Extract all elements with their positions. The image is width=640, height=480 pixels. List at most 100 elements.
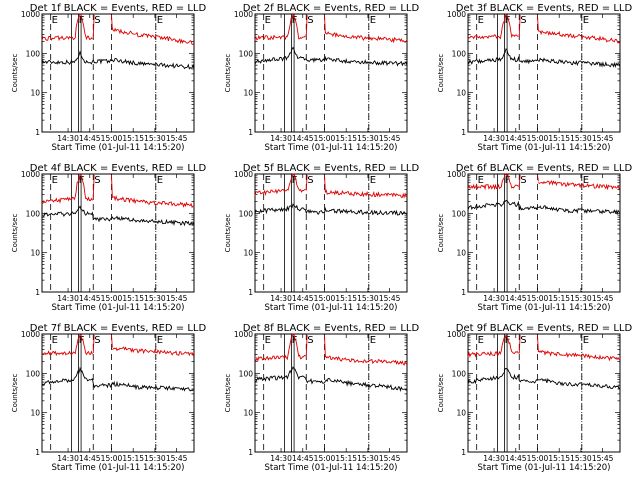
x-tick-label: 14:30 xyxy=(57,294,79,303)
interval-mark: E xyxy=(583,175,589,186)
y-tick-label: 1 xyxy=(461,128,466,137)
y-tick-label: 10 xyxy=(243,249,253,258)
x-axis-label: Start Time (01-Jul-11 14:15:20) xyxy=(52,463,185,473)
y-tick-label: 1000 xyxy=(21,10,40,19)
interval-mark: F xyxy=(79,175,85,186)
x-tick-label: 15:00 xyxy=(314,454,336,463)
lld-flare-fall xyxy=(111,174,113,198)
x-tick-label: 14:30 xyxy=(483,134,505,143)
interval-mark: S xyxy=(520,15,526,26)
y-tick-label: 1 xyxy=(248,128,253,137)
y-tick-label: 10 xyxy=(456,249,466,258)
lld-series-line xyxy=(41,334,195,357)
y-tick-label: 1 xyxy=(35,448,40,457)
x-tick-label: 15:00 xyxy=(314,294,336,303)
x-tick-label: 14:30 xyxy=(270,294,292,303)
x-axis-label: Start Time (01-Jul-11 14:15:20) xyxy=(478,143,611,153)
x-axis-label: Start Time (01-Jul-11 14:15:20) xyxy=(265,143,398,153)
y-axis-label: Counts/sec xyxy=(437,374,445,413)
x-tick-label: 15:45 xyxy=(379,454,401,463)
x-tick-label: 15:15 xyxy=(122,454,144,463)
y-tick-label: 10 xyxy=(30,89,40,98)
lld-series-line xyxy=(41,173,195,209)
events-series-line xyxy=(41,205,195,227)
x-tick-label: 15:00 xyxy=(314,134,336,143)
lld-flare-rise xyxy=(518,14,521,37)
interval-mark: F xyxy=(292,175,298,186)
events-series-line xyxy=(467,48,621,69)
events-series-line xyxy=(254,366,408,392)
x-tick-label: 15:30 xyxy=(144,294,166,303)
y-tick-label: 1000 xyxy=(447,10,466,19)
x-tick-label: 14:30 xyxy=(270,454,292,463)
x-tick-label: 14:30 xyxy=(57,134,79,143)
x-axis-label: Start Time (01-Jul-11 14:15:20) xyxy=(52,143,185,153)
interval-mark: E xyxy=(478,175,484,186)
detector-panel-3: Det 3f BLACK = Events, RED = LLD 1 10 100 10… xyxy=(437,3,632,153)
lld-series-line xyxy=(254,333,408,366)
y-axis-label: Counts/sec xyxy=(224,54,232,93)
x-tick-label: 15:30 xyxy=(570,134,592,143)
interval-mark: E xyxy=(265,15,271,26)
interval-mark: S xyxy=(307,15,313,26)
panel-title: Det 6f BLACK = Events, RED = LLD xyxy=(456,163,633,174)
panel-title: Det 3f BLACK = Events, RED = LLD xyxy=(456,3,633,14)
x-tick-label: 15:30 xyxy=(357,454,379,463)
interval-mark: S xyxy=(94,175,100,186)
x-tick-label: 15:45 xyxy=(379,294,401,303)
x-tick-label: 14:45 xyxy=(79,454,101,463)
x-tick-label: 15:15 xyxy=(122,134,144,143)
y-axis-label: Counts/sec xyxy=(437,214,445,253)
x-axis-label: Start Time (01-Jul-11 14:15:20) xyxy=(265,463,398,473)
x-tick-label: 15:45 xyxy=(592,454,614,463)
interval-mark: S xyxy=(520,335,526,346)
y-tick-label: 100 xyxy=(452,209,467,218)
interval-mark: E xyxy=(478,335,484,346)
x-tick-label: 15:00 xyxy=(101,454,123,463)
x-axis-label: Start Time (01-Jul-11 14:15:20) xyxy=(478,463,611,473)
x-tick-label: 15:15 xyxy=(122,294,144,303)
plot-frame xyxy=(467,13,621,133)
lld-flare-fall xyxy=(324,174,326,192)
plot-frame xyxy=(41,173,195,293)
y-tick-label: 1000 xyxy=(21,170,40,179)
x-axis-label: Start Time (01-Jul-11 14:15:20) xyxy=(478,303,611,313)
y-axis-label: Counts/sec xyxy=(224,374,232,413)
x-tick-label: 15:30 xyxy=(144,134,166,143)
interval-mark: S xyxy=(94,335,100,346)
y-tick-label: 10 xyxy=(243,409,253,418)
y-tick-label: 1 xyxy=(248,448,253,457)
interval-mark: F xyxy=(292,15,298,26)
detector-panel-5: Det 5f BLACK = Events, RED = LLD 1 10 100 10… xyxy=(224,163,419,313)
lld-flare-rise xyxy=(305,334,308,358)
detector-panel-7: Det 7f BLACK = Events, RED = LLD 1 10 100 10… xyxy=(11,323,206,473)
y-axis-label: Counts/sec xyxy=(11,54,19,93)
y-tick-label: 1 xyxy=(461,288,466,297)
y-tick-label: 100 xyxy=(239,209,254,218)
x-tick-label: 14:45 xyxy=(79,294,101,303)
interval-mark: F xyxy=(292,335,298,346)
lld-series-line xyxy=(41,13,195,45)
panel-title: Det 2f BLACK = Events, RED = LLD xyxy=(243,3,420,14)
y-tick-label: 100 xyxy=(26,369,41,378)
x-tick-label: 15:45 xyxy=(592,294,614,303)
events-series-line xyxy=(41,50,195,70)
lld-flare-rise xyxy=(92,334,95,353)
y-tick-label: 1000 xyxy=(447,170,466,179)
y-tick-label: 1 xyxy=(35,128,40,137)
plot-frame xyxy=(467,173,621,293)
x-tick-label: 15:15 xyxy=(548,454,570,463)
interval-mark: F xyxy=(505,335,511,346)
x-tick-label: 15:45 xyxy=(166,134,188,143)
panel-title: Det 8f BLACK = Events, RED = LLD xyxy=(243,323,420,334)
x-tick-label: 15:30 xyxy=(357,134,379,143)
x-tick-label: 14:30 xyxy=(483,454,505,463)
plot-frame xyxy=(467,333,621,453)
detector-panel-6: Det 6f BLACK = Events, RED = LLD 1 10 100 10… xyxy=(437,163,632,313)
lld-series-line xyxy=(467,334,621,362)
y-tick-label: 1000 xyxy=(234,170,253,179)
interval-mark: S xyxy=(307,175,313,186)
lld-flare-rise xyxy=(305,174,308,191)
x-tick-label: 14:45 xyxy=(505,134,527,143)
y-tick-label: 1 xyxy=(461,448,466,457)
